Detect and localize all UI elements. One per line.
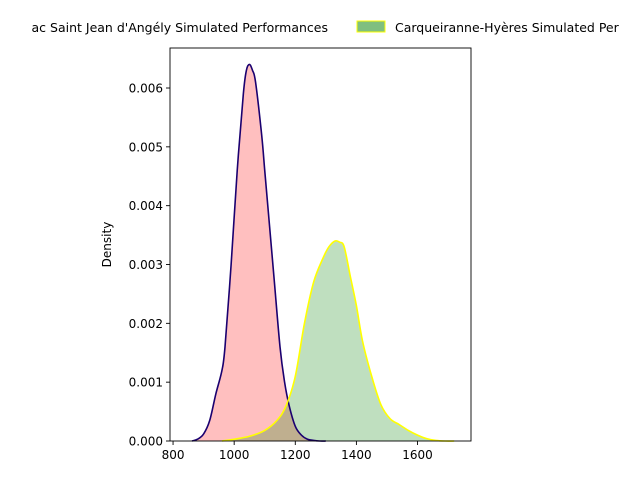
y-axis-label: Density [100, 222, 114, 268]
y-tick-label: 0.003 [129, 258, 163, 272]
x-tick-label: 1400 [341, 448, 372, 462]
x-tick-label: 1600 [402, 448, 433, 462]
y-tick-label: 0.001 [129, 376, 163, 390]
x-tick-label: 800 [162, 448, 185, 462]
y-tick-label: 0.004 [129, 199, 163, 213]
axes: 800 1000 1200 1400 1600 0.000 0.001 0.002 0.003 0… [100, 47, 472, 462]
series-0-line [191, 63, 326, 442]
legend-label-0: ac Saint Jean d'Angély Simulated Perform… [32, 20, 328, 35]
y-tick-label: 0.000 [129, 435, 163, 449]
plot-area [191, 63, 455, 442]
x-tick-label: 1000 [219, 448, 250, 462]
legend: ac Saint Jean d'Angély Simulated Perform… [32, 20, 620, 35]
x-tick-label: 1200 [280, 448, 311, 462]
y-tick-label: 0.006 [129, 82, 163, 96]
y-tick-label: 0.002 [129, 317, 163, 331]
axes-frame [169, 47, 472, 442]
series-1-area [221, 240, 455, 442]
series-1-line [221, 239, 455, 442]
legend-swatch-1 [356, 20, 386, 33]
y-tick-label: 0.005 [129, 140, 163, 154]
legend-label-1: Carqueiranne-Hyères Simulated Per [395, 20, 620, 35]
